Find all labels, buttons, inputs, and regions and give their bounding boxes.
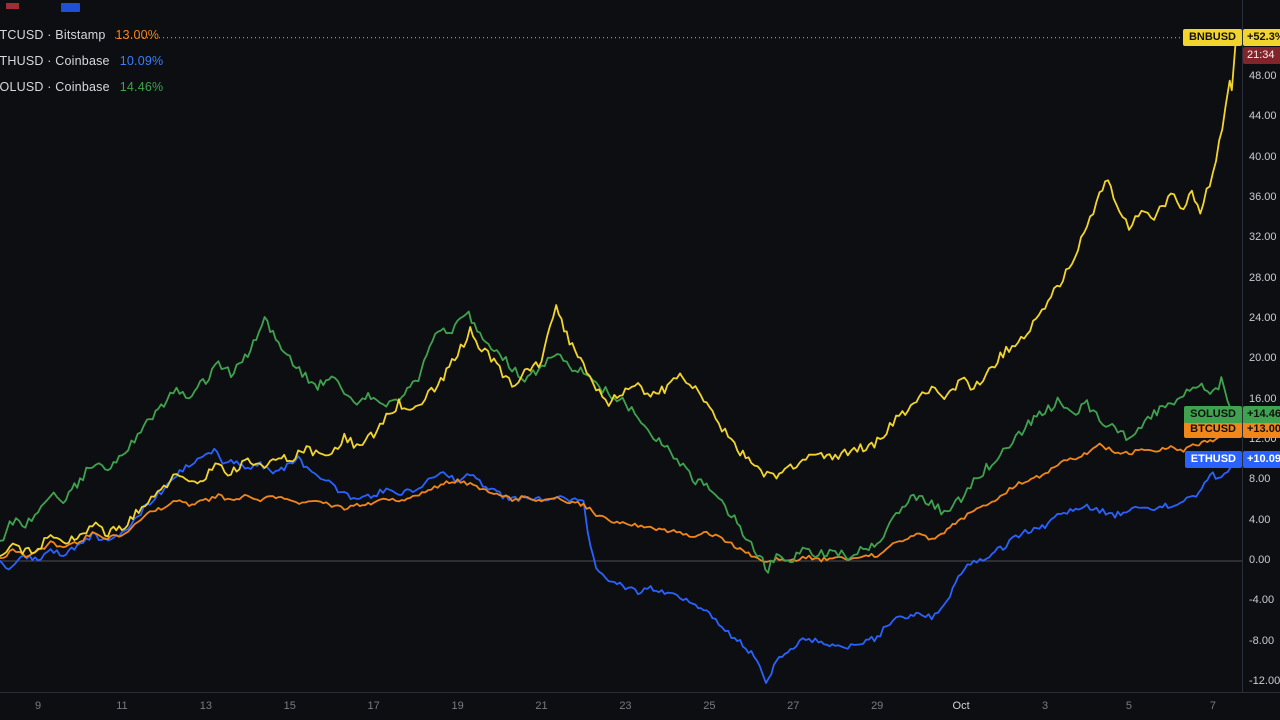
time-axis-label: 11 — [116, 700, 128, 712]
legend-symbol: SOLUSD · Coinbase — [0, 80, 110, 94]
legend-change-value: 14.46% — [119, 80, 164, 94]
time-axis-label: 3 — [1041, 700, 1049, 712]
time-axis-label: Oct — [952, 700, 970, 712]
price-axis-label: 36.00 — [1249, 191, 1277, 203]
chart-surface[interactable] — [0, 0, 1280, 692]
price-axis-label: 32.00 — [1249, 231, 1277, 244]
time-axis-label: 27 — [787, 700, 800, 712]
series-line-solusd[interactable] — [0, 310, 1235, 574]
partial-toolbar-icon-blue — [61, 3, 80, 12]
time-axis-label: 23 — [619, 700, 632, 712]
price-axis-label: 0.00 — [1249, 554, 1271, 566]
series-line-ethusd[interactable] — [0, 447, 1235, 684]
time-axis-label: 15 — [283, 700, 296, 712]
ticker-badge-solusd: SOLUSD — [1184, 406, 1242, 424]
price-axis-label: -8.00 — [1249, 634, 1275, 647]
price-axis-label: 16.00 — [1249, 392, 1277, 405]
legend: BTCUSD · Bitstamp 13.00% ETHUSD · Coinba… — [0, 22, 163, 100]
ticker-badge-btcusd: BTCUSD — [1184, 421, 1242, 439]
legend-change-value: 10.09% — [119, 54, 164, 68]
ticker-badge-bnbusd: BNBUSD — [1182, 29, 1242, 47]
time-axis-label: 21 — [535, 700, 548, 712]
time-axis-label: 7 — [1209, 700, 1216, 712]
price-axis-label: 48.00 — [1249, 70, 1277, 83]
price-axis-label: 8.00 — [1249, 473, 1271, 486]
series-line-btcusd[interactable] — [0, 429, 1235, 563]
time-axis[interactable]: 9 11 13 15 17 19 21 23 25 27 29 Oct 3 5 7 — [0, 692, 1280, 720]
partial-toolbar-icon-red — [6, 3, 19, 9]
value-badge-solusd: +14.46% — [1243, 406, 1280, 424]
time-axis-label: 25 — [703, 700, 716, 712]
countdown-badge: 21:34 — [1243, 47, 1280, 65]
time-axis-label: 29 — [871, 700, 884, 712]
value-badge-btcusd: +13.00% — [1243, 421, 1280, 439]
price-axis-label: 40.00 — [1249, 150, 1277, 163]
price-axis-label: 44.00 — [1249, 110, 1277, 123]
price-axis-label: -12.00 — [1249, 674, 1280, 687]
price-axis-label: 24.00 — [1249, 312, 1277, 324]
time-axis-label: 5 — [1125, 700, 1133, 712]
legend-symbol: BTCUSD · Bitstamp — [0, 28, 106, 42]
legend-symbol: ETHUSD · Coinbase — [0, 54, 110, 68]
legend-row-btcusd[interactable]: BTCUSD · Bitstamp 13.00% — [0, 22, 163, 48]
price-axis-label: -4.00 — [1249, 594, 1275, 607]
price-axis-label: 4.00 — [1249, 513, 1271, 526]
ticker-badge-ethusd: ETHUSD — [1184, 450, 1242, 468]
price-axis[interactable]: 48.00 44.00 40.00 36.00 32.00 28.00 24.00 20.00… — [1242, 0, 1280, 692]
legend-row-solusd[interactable]: SOLUSD · Coinbase 14.46% — [0, 74, 163, 100]
value-badge-ethusd: +10.09% — [1243, 450, 1280, 468]
value-badge-bnbusd: +52.3% — [1243, 29, 1280, 47]
series-line-bnbusd[interactable] — [0, 36, 1237, 557]
time-axis-label: 9 — [34, 700, 42, 712]
price-axis-label: 20.00 — [1249, 352, 1277, 365]
time-axis-label: 19 — [451, 700, 464, 712]
time-axis-label: 13 — [199, 700, 212, 712]
price-axis-label: 28.00 — [1249, 271, 1277, 284]
legend-change-value: 13.00% — [115, 28, 160, 42]
time-axis-label: 17 — [367, 700, 380, 712]
legend-row-ethusd[interactable]: ETHUSD · Coinbase 10.09% — [0, 48, 163, 74]
